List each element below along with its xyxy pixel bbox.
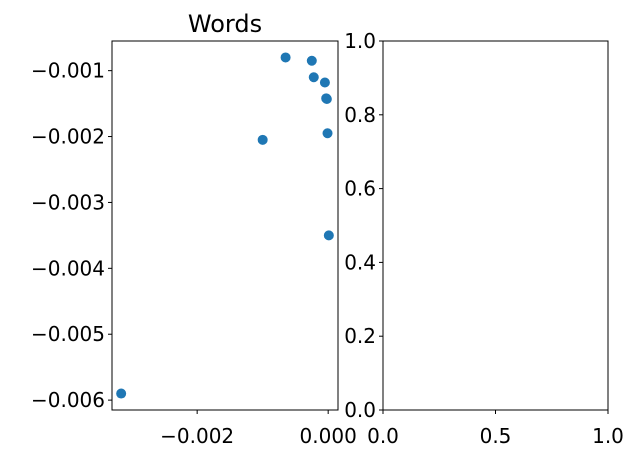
y-tick-label: 0.8 bbox=[344, 103, 376, 127]
y-axis-ticks: 0.0 0.2 0.4 0.6 0.8 1.0 bbox=[344, 29, 383, 422]
data-point bbox=[116, 388, 127, 399]
y-tick-label: −0.006 bbox=[31, 388, 105, 412]
x-tick-label: 1.0 bbox=[592, 424, 624, 448]
data-point bbox=[280, 52, 291, 63]
data-point bbox=[257, 134, 268, 145]
y-axis-ticks: −0.001 −0.002 −0.003 −0.004 −0.005 −0.006 bbox=[31, 59, 112, 412]
scatter-points bbox=[116, 52, 334, 399]
x-tick-label: 0.0 bbox=[367, 424, 399, 448]
data-point bbox=[322, 128, 333, 139]
y-tick-label: −0.001 bbox=[31, 59, 105, 83]
y-tick-label: 0.0 bbox=[344, 398, 376, 422]
y-tick-label: 0.2 bbox=[344, 324, 376, 348]
y-tick-label: 1.0 bbox=[344, 29, 376, 53]
y-tick-label: −0.002 bbox=[31, 125, 105, 149]
empty-plot: 0.0 0.5 1.0 0.0 0.2 0.4 0.6 0.8 1.0 bbox=[344, 29, 624, 448]
x-tick-label: −0.002 bbox=[160, 424, 234, 448]
y-tick-label: −0.005 bbox=[31, 322, 105, 346]
data-point bbox=[308, 72, 319, 83]
data-point bbox=[319, 77, 330, 88]
y-tick-label: 0.6 bbox=[344, 177, 376, 201]
data-point bbox=[321, 93, 332, 104]
x-tick-label: 0.5 bbox=[480, 424, 512, 448]
x-axis-ticks: −0.002 0.000 bbox=[160, 410, 357, 448]
data-point bbox=[323, 230, 334, 241]
x-axis-ticks: 0.0 0.5 1.0 bbox=[367, 410, 624, 448]
y-tick-label: 0.4 bbox=[344, 250, 376, 274]
y-tick-label: −0.003 bbox=[31, 190, 105, 214]
data-point bbox=[306, 55, 317, 66]
plot-frame bbox=[111, 40, 339, 411]
words-scatter-plot: Words −0.002 0.000 −0.001−0.002−0.003−0.0… bbox=[31, 10, 357, 448]
y-tick-label: −0.004 bbox=[31, 256, 105, 280]
chart-title: Words bbox=[188, 10, 262, 38]
x-tick-label: 0.000 bbox=[300, 424, 357, 448]
